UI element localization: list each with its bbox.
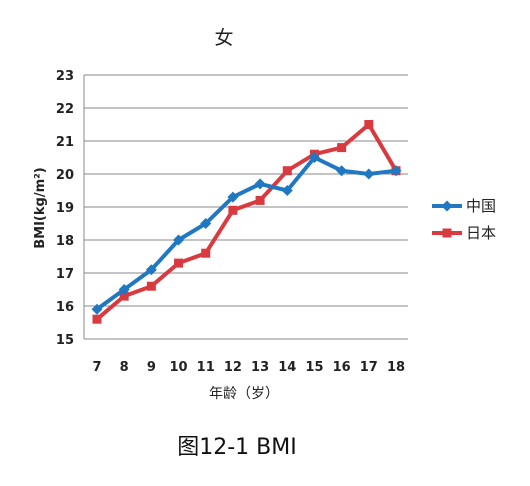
x-tick-16: 16	[333, 360, 351, 375]
point-0-13	[254, 178, 266, 190]
x-tick-14: 14	[278, 360, 296, 375]
y-tick-20: 20	[56, 168, 74, 183]
y-tick-19: 19	[56, 201, 74, 216]
y-tick-17: 17	[56, 267, 74, 282]
series-line-0	[95, 155, 397, 311]
point-0-14	[281, 185, 293, 196]
x-tick-labels: 7 8 9 10 11 12 13 14 15 16 17 18	[92, 360, 405, 375]
point-1-11	[201, 248, 211, 258]
x-tick-9: 9	[147, 360, 156, 375]
point-1-14	[282, 166, 292, 176]
legend-marker-1	[442, 228, 452, 238]
x-tick-8: 8	[120, 360, 129, 375]
x-tick-15: 15	[305, 360, 323, 375]
series-line-1	[95, 122, 398, 321]
point-1-10	[174, 258, 184, 268]
series-0	[91, 152, 402, 315]
point-0-8	[118, 284, 130, 295]
y-axis-label: BMI(kg/m²)	[33, 167, 48, 249]
y-tick-18: 18	[56, 234, 74, 249]
x-axis-label: 年龄（岁）	[209, 386, 279, 402]
y-tick-16: 16	[56, 300, 74, 315]
series-group	[91, 120, 402, 324]
legend-item-1: 日本	[432, 224, 496, 242]
series-1	[92, 120, 401, 324]
point-1-17	[364, 120, 374, 129]
x-tick-7: 7	[92, 360, 101, 375]
x-tick-12: 12	[224, 360, 242, 375]
x-tick-10: 10	[169, 360, 187, 375]
figure-caption: 图12-1 BMI	[177, 435, 297, 460]
x-tick-18: 18	[387, 360, 405, 375]
x-tick-17: 17	[360, 360, 378, 375]
legend-label-1: 日本	[466, 224, 496, 242]
x-tick-13: 13	[251, 360, 269, 375]
y-tick-22: 22	[56, 102, 74, 117]
x-tick-11: 11	[197, 360, 215, 375]
point-0-12	[227, 191, 239, 203]
legend-label-0: 中国	[466, 197, 496, 215]
point-0-10	[173, 234, 185, 246]
y-tick-labels: 15 16 17 18 19 20 21 22 23	[56, 69, 74, 348]
point-0-15	[308, 152, 320, 163]
y-tick-15: 15	[56, 333, 74, 348]
point-0-11	[200, 218, 212, 229]
y-tick-23: 23	[56, 69, 74, 84]
point-1-7	[92, 314, 102, 324]
point-1-13	[255, 195, 265, 205]
point-0-17	[363, 168, 375, 180]
point-0-7	[91, 303, 103, 315]
point-0-16	[336, 165, 348, 177]
y-tick-21: 21	[56, 135, 74, 150]
point-0-9	[145, 264, 157, 276]
chart-title: 女	[214, 27, 233, 49]
point-1-12	[228, 205, 238, 215]
point-1-16	[337, 143, 347, 153]
legend-item-0: 中国	[432, 197, 496, 215]
point-1-9	[146, 281, 156, 291]
point-1-8	[119, 291, 129, 301]
legend-marker-0	[441, 200, 453, 212]
point-0-18	[390, 165, 402, 177]
